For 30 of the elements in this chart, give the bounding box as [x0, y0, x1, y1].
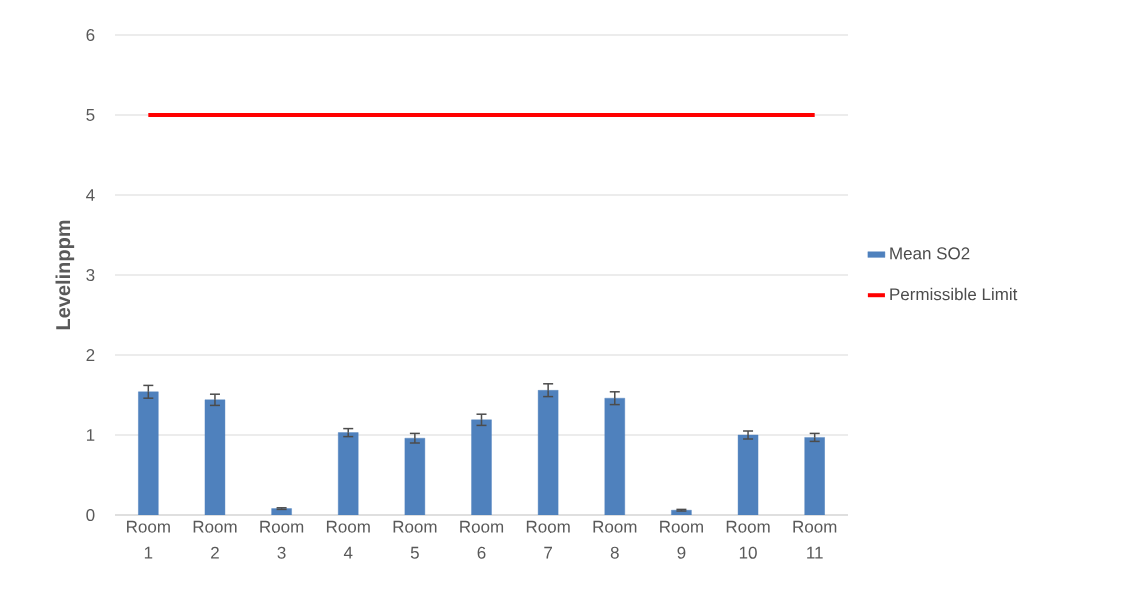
- y-tick-label: 2: [86, 349, 95, 361]
- x-tick-label: Room 8: [593, 520, 637, 559]
- legend-label: Mean SO2: [890, 247, 970, 260]
- x-tick-label: Room 3: [260, 520, 304, 559]
- bar: [604, 398, 625, 515]
- bar: [471, 419, 492, 515]
- bar: [204, 399, 226, 515]
- x-tick-label: Room 7: [526, 520, 570, 559]
- y-tick-label: 1: [86, 429, 95, 441]
- x-tick-label: Room 5: [393, 520, 437, 559]
- x-tick-label: Room 1: [127, 520, 170, 559]
- y-tick-label: 4: [86, 189, 95, 201]
- y-tick-label: 3: [86, 268, 95, 282]
- bar: [338, 432, 359, 515]
- bar: [737, 434, 759, 515]
- y-tick-label: 5: [86, 109, 95, 121]
- legend-label: Permissible Limit: [890, 287, 1018, 301]
- y-axis-title: Levelinppm: [55, 220, 75, 330]
- bar: [138, 391, 159, 515]
- x-tick-label: Room 4: [326, 520, 370, 559]
- y-tick-label: 0: [86, 508, 95, 522]
- x-tick-label: Room 10: [726, 520, 770, 559]
- bar: [537, 390, 559, 515]
- x-tick-label: Room 6: [460, 520, 504, 559]
- bar: [404, 438, 426, 515]
- x-tick-label: Room 2: [193, 520, 237, 559]
- bar: [804, 437, 825, 515]
- y-tick-label: 6: [86, 28, 95, 42]
- x-tick-label: Room 11: [793, 520, 837, 559]
- x-tick-label: Room 9: [660, 520, 703, 559]
